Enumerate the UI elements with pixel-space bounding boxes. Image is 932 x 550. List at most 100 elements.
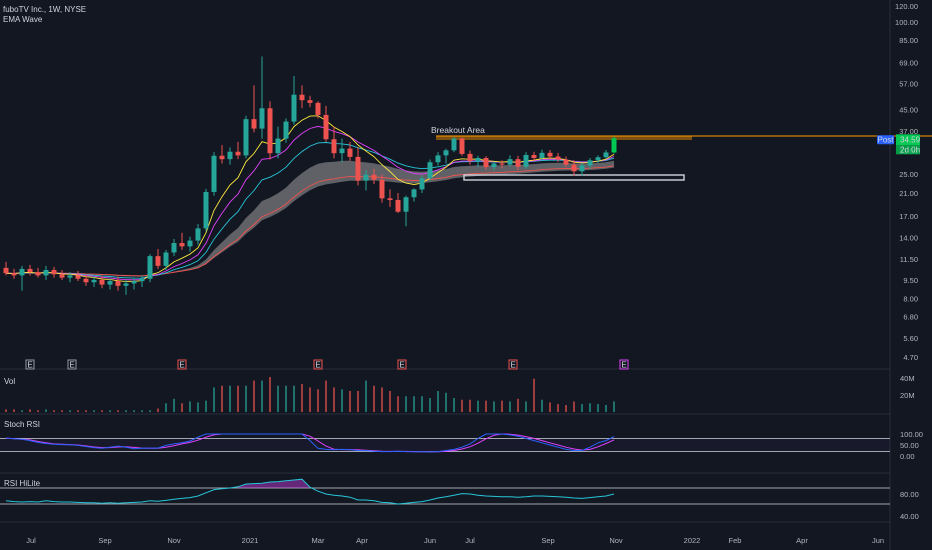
price-tick-label: 5.60 (903, 334, 918, 343)
time-tick-label: 2021 (242, 536, 259, 545)
time-tick-label: Nov (609, 536, 623, 545)
time-tick-label: Apr (356, 536, 368, 545)
price-tick-label: 9.50 (903, 276, 918, 285)
candle-body (403, 197, 409, 212)
earnings-marker (177, 359, 187, 370)
volume-bar (77, 410, 79, 412)
price-tick-label: 4.70 (903, 353, 918, 362)
volume-bar (517, 398, 519, 412)
price-tick-label: 37.00 (899, 127, 918, 136)
volume-bar (461, 399, 463, 412)
volume-bar (557, 404, 559, 412)
candle-body (443, 150, 449, 156)
volume-bar (309, 387, 311, 412)
breakout-annotation: Breakout Area (431, 125, 485, 135)
volume-bar (61, 410, 63, 412)
candle-body (83, 278, 89, 283)
price-tick-label: 21.00 (899, 189, 918, 198)
volume-bar (181, 403, 183, 412)
volume-bar (389, 391, 391, 412)
candle-body (243, 119, 249, 156)
candle-body (363, 174, 369, 181)
volume-bar (93, 410, 95, 412)
earnings-marker-label: E (179, 361, 184, 370)
candle-body (427, 162, 433, 179)
candle-body (219, 155, 225, 160)
volume-bar (301, 384, 303, 412)
price-tick-label: 8.00 (903, 295, 918, 304)
candle-body (235, 151, 241, 156)
stoch-k-line (5, 433, 615, 453)
earnings-marker (619, 359, 629, 370)
ema-wave-band (6, 160, 614, 277)
volume-bar (317, 389, 319, 412)
candle-body (75, 275, 81, 279)
volume-bar (613, 401, 615, 412)
time-tick-label: Jul (26, 536, 36, 545)
volume-bar (261, 380, 263, 412)
volume-bar (365, 380, 367, 412)
volume-bar (357, 391, 359, 412)
candle-body (275, 138, 281, 154)
candle-body (379, 179, 385, 199)
candle-body (475, 158, 481, 162)
volume-bar (453, 398, 455, 412)
candle-body (451, 138, 457, 151)
time-tick-label: Mar (312, 536, 325, 545)
volume-bar (221, 385, 223, 412)
volume-bar (189, 401, 191, 412)
candle-body (51, 269, 57, 275)
candle-body (611, 138, 617, 153)
candle-body (59, 274, 65, 278)
volume-bar (373, 385, 375, 412)
volume-bar (477, 400, 479, 412)
volume-bar (13, 409, 15, 412)
candle-body (11, 273, 17, 276)
candle-body (355, 156, 361, 181)
candle-body (579, 165, 585, 172)
candle-body (99, 279, 105, 285)
candle-body (115, 281, 121, 286)
rsi-overbought-fill (238, 479, 310, 488)
volume-bar (429, 398, 431, 412)
volume-bar (381, 387, 383, 412)
volume-bar (437, 391, 439, 412)
volume-bar (69, 410, 71, 412)
volume-bar (165, 403, 167, 412)
countdown-tag (896, 145, 920, 155)
volume-bar (21, 410, 23, 412)
time-tick-label: Apr (796, 536, 808, 545)
candle-body (195, 228, 201, 241)
volume-bar (325, 380, 327, 412)
earnings-marker (25, 359, 35, 370)
rsi-tick-label: 80.00 (900, 490, 919, 499)
candle-body (523, 155, 529, 167)
candle-body (483, 158, 489, 168)
candle-body (139, 278, 145, 282)
volume-bar (117, 410, 119, 412)
volume-bar (333, 387, 335, 412)
candle-body (259, 108, 265, 129)
header-indicator: EMA Wave (3, 15, 43, 24)
volume-bar (101, 410, 103, 412)
post-tag (877, 135, 894, 145)
earnings-marker (508, 359, 518, 370)
candle-body (91, 279, 97, 283)
volume-bar (605, 405, 607, 412)
candle-body (491, 163, 497, 168)
candle-body (171, 243, 177, 253)
candle-body (539, 152, 545, 159)
candle-body (435, 155, 441, 163)
candle-body (203, 191, 209, 229)
candle-body (411, 189, 417, 198)
earnings-marker-label: E (510, 361, 515, 370)
volume-bar (245, 385, 247, 412)
candle-body (603, 152, 609, 158)
time-tick-label: Sep (541, 536, 554, 545)
rsi-line (5, 478, 615, 505)
volume-bar (445, 392, 447, 412)
candle-body (395, 199, 401, 212)
stoch-band (0, 438, 890, 452)
candle-body (387, 198, 393, 200)
